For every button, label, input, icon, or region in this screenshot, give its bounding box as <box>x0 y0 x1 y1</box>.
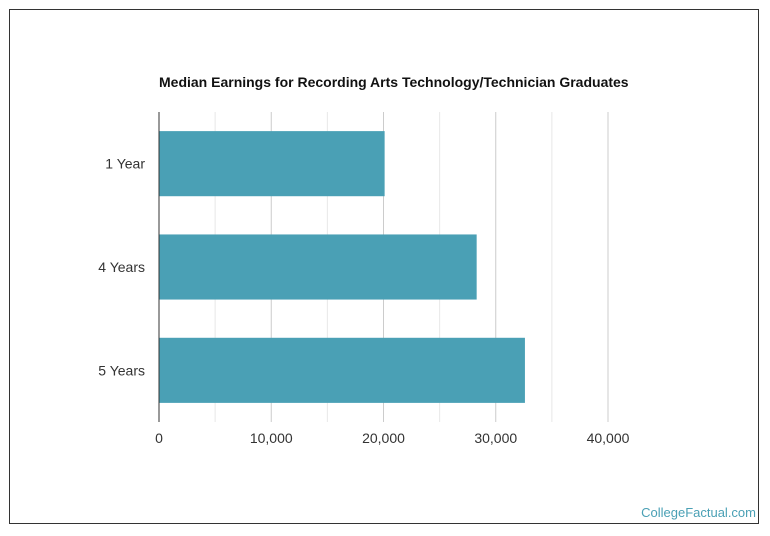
category-label: 1 Year <box>105 156 145 172</box>
bars <box>159 131 525 403</box>
category-label: 4 Years <box>98 259 145 275</box>
x-tick-label: 10,000 <box>250 430 293 446</box>
x-tick-label: 30,000 <box>474 430 517 446</box>
category-labels: 1 Year 4 Years 5 Years <box>98 156 145 379</box>
bar-5-years[interactable] <box>159 337 525 403</box>
bar-4-years[interactable] <box>159 234 477 300</box>
x-tick-label: 40,000 <box>587 430 630 446</box>
bar-1-year[interactable] <box>159 131 385 197</box>
x-tick-labels: 0 10,000 20,000 30,000 40,000 <box>155 430 630 446</box>
x-tick-label: 20,000 <box>362 430 405 446</box>
credit-link[interactable]: CollegeFactual.com <box>641 505 756 520</box>
chart-title: Median Earnings for Recording Arts Techn… <box>159 74 629 90</box>
category-label: 5 Years <box>98 362 145 378</box>
x-tick-label: 0 <box>155 430 163 446</box>
